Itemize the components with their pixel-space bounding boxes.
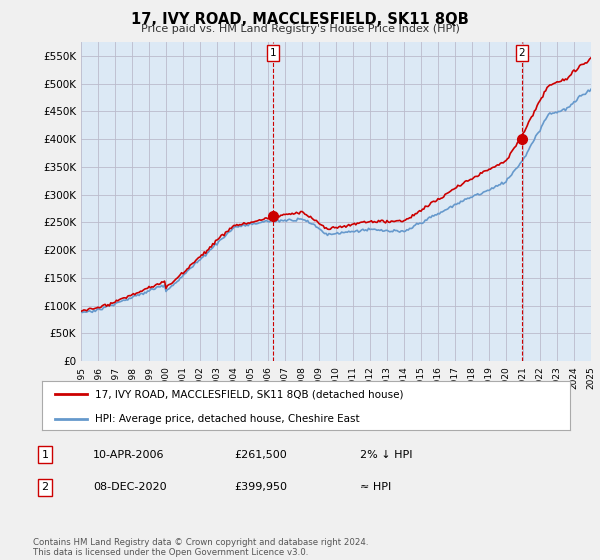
Text: 1: 1 <box>269 48 276 58</box>
Text: 2: 2 <box>41 482 49 492</box>
Text: Price paid vs. HM Land Registry's House Price Index (HPI): Price paid vs. HM Land Registry's House … <box>140 24 460 34</box>
Text: 17, IVY ROAD, MACCLESFIELD, SK11 8QB: 17, IVY ROAD, MACCLESFIELD, SK11 8QB <box>131 12 469 27</box>
Text: HPI: Average price, detached house, Cheshire East: HPI: Average price, detached house, Ches… <box>95 414 359 424</box>
Text: 17, IVY ROAD, MACCLESFIELD, SK11 8QB (detached house): 17, IVY ROAD, MACCLESFIELD, SK11 8QB (de… <box>95 389 403 399</box>
Text: ≈ HPI: ≈ HPI <box>360 482 391 492</box>
Text: 08-DEC-2020: 08-DEC-2020 <box>93 482 167 492</box>
Text: £399,950: £399,950 <box>234 482 287 492</box>
Text: Contains HM Land Registry data © Crown copyright and database right 2024.
This d: Contains HM Land Registry data © Crown c… <box>33 538 368 557</box>
Text: £261,500: £261,500 <box>234 450 287 460</box>
Text: 1: 1 <box>41 450 49 460</box>
Text: 2: 2 <box>518 48 525 58</box>
Text: 10-APR-2006: 10-APR-2006 <box>93 450 164 460</box>
Text: 2% ↓ HPI: 2% ↓ HPI <box>360 450 413 460</box>
